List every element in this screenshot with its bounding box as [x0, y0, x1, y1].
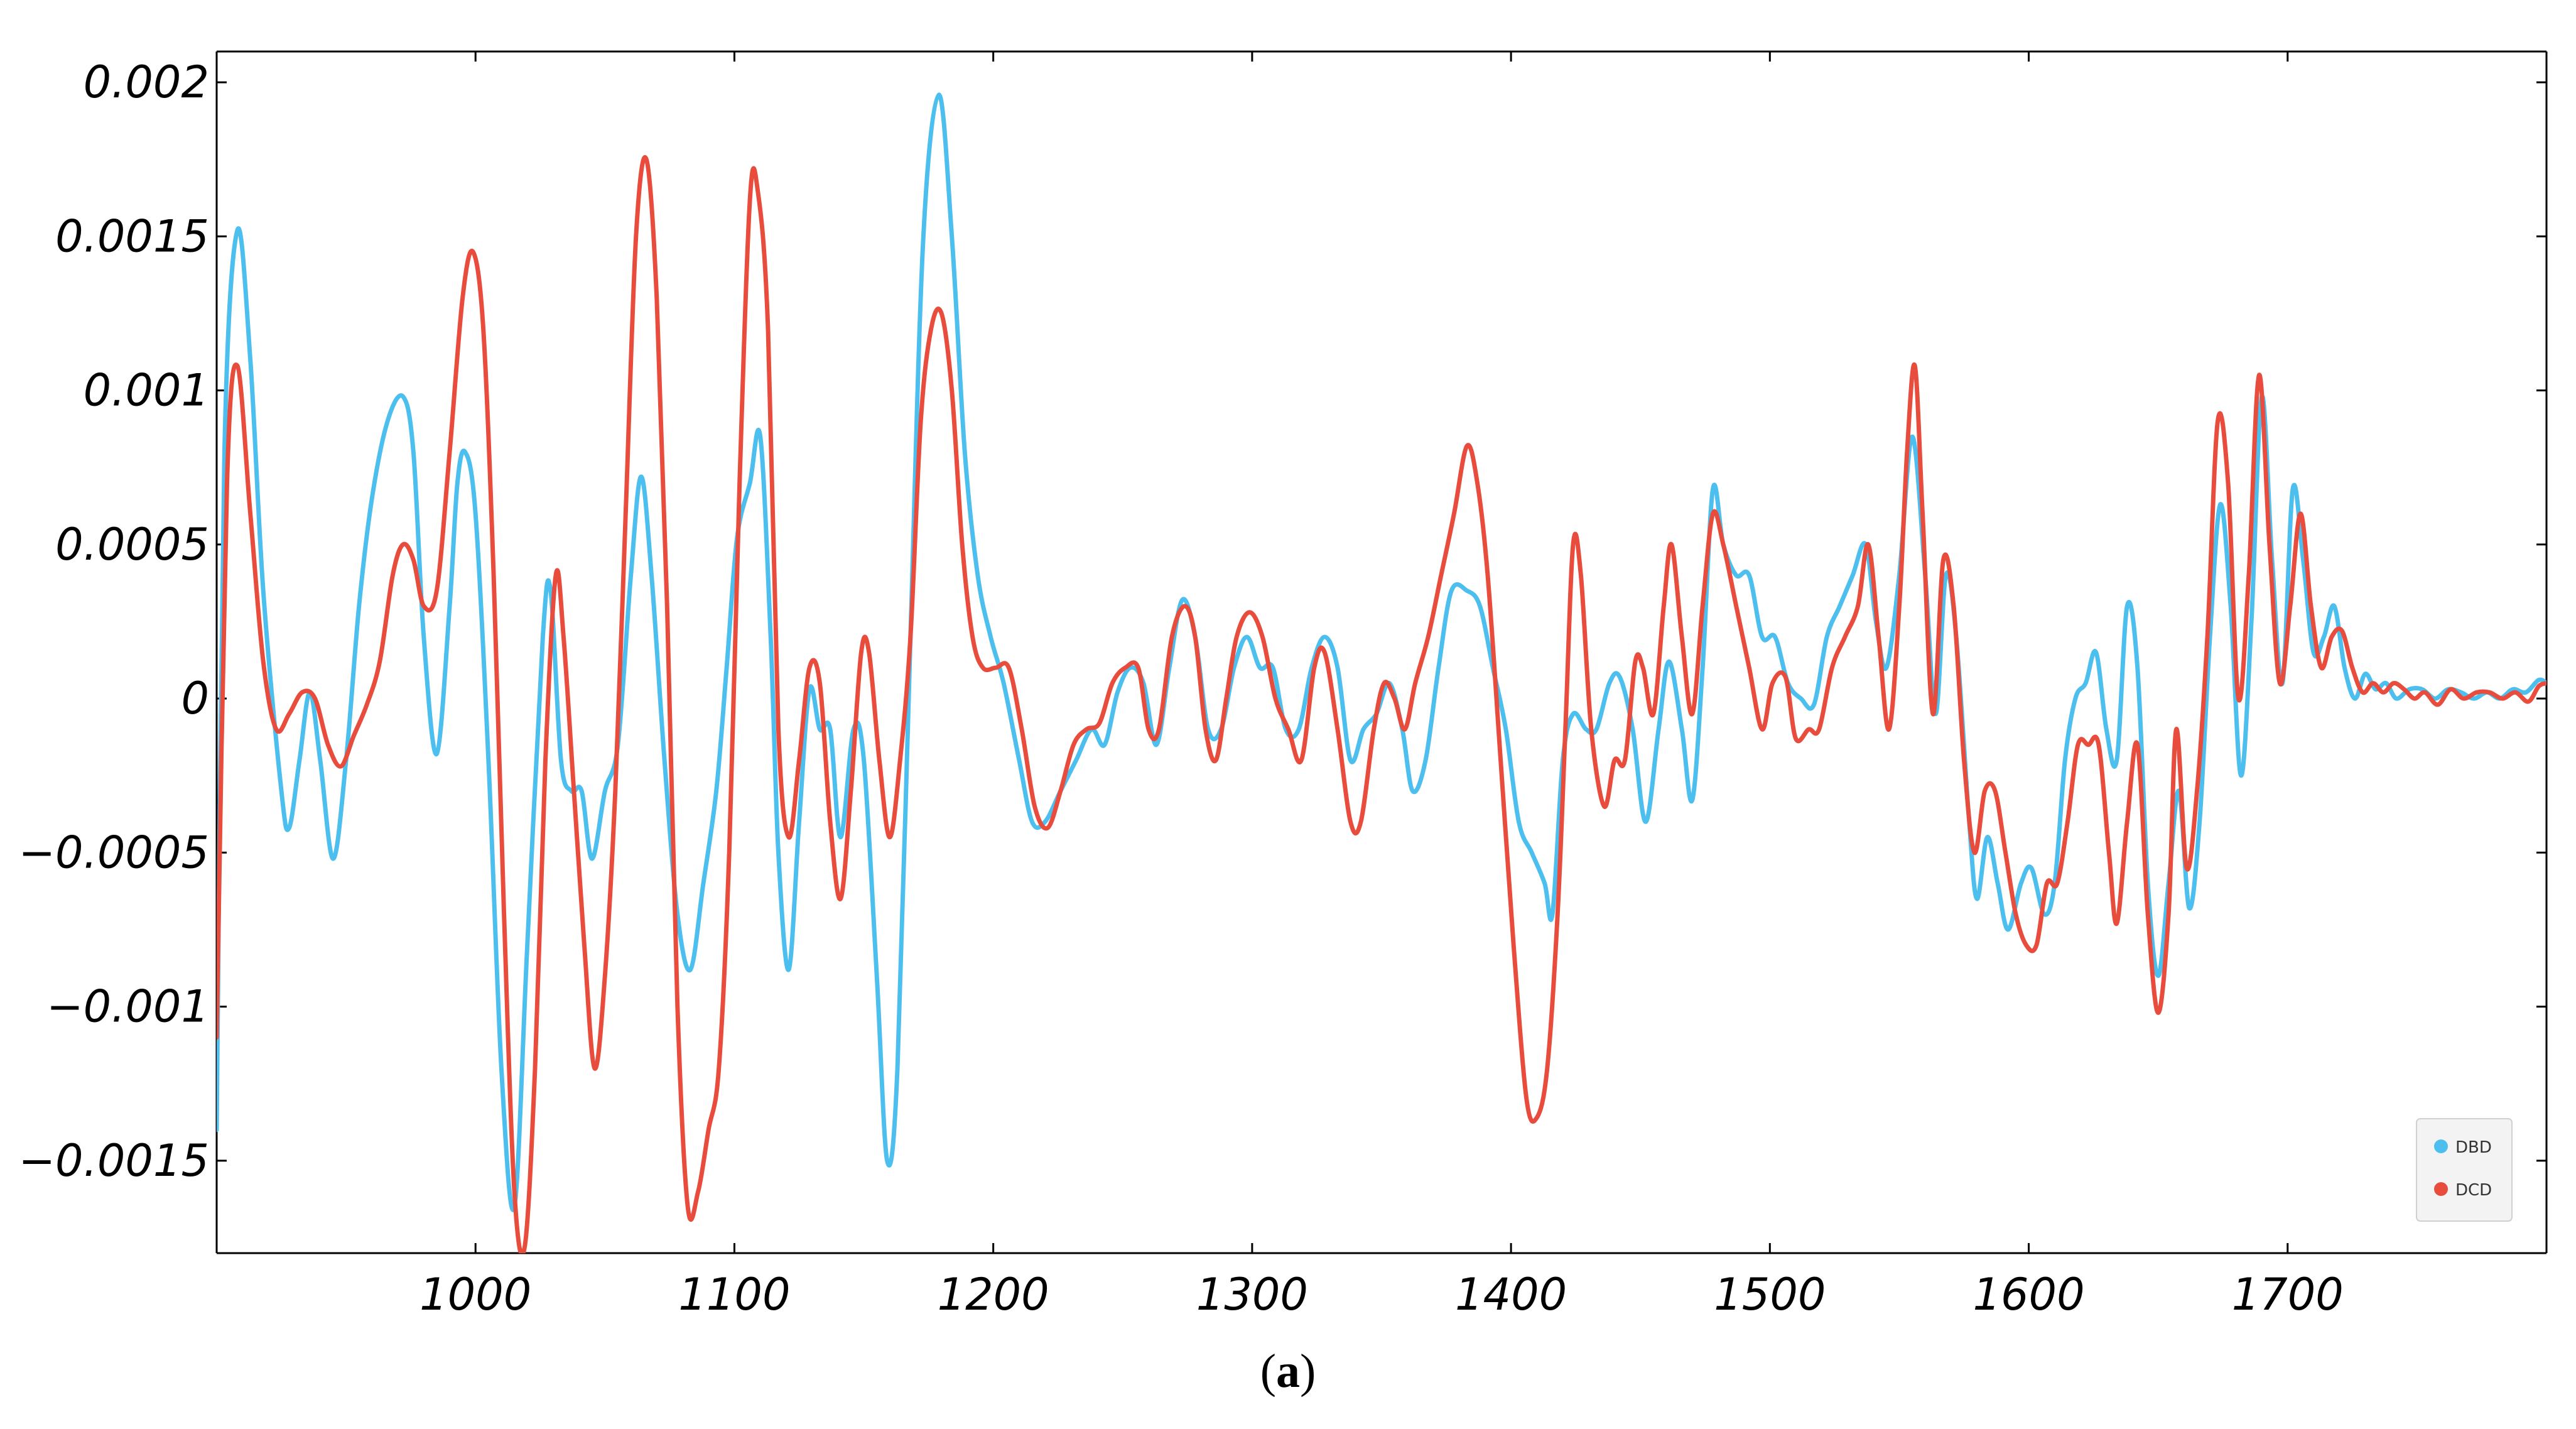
- caption-letter: a: [1276, 1345, 1300, 1398]
- legend-box: [2416, 1118, 2513, 1222]
- legend-label-dbd: DBD: [2455, 1138, 2492, 1157]
- y-tick-label: −0.0005: [18, 827, 209, 878]
- y-axis: −0.0015 −0.001 −0.0005 0 0.0005 0.001 0.0015 0.…: [18, 57, 2546, 1187]
- plot-frame: [215, 50, 2548, 1254]
- series-line-dcd: [217, 155, 2546, 1253]
- y-tick-label: −0.001: [46, 981, 209, 1033]
- legend: DBD DCD: [2416, 1118, 2513, 1222]
- x-tick-label: 1200: [938, 1269, 1049, 1320]
- x-tick-label: 1400: [1455, 1269, 1567, 1320]
- y-tick-label: 0.0005: [55, 519, 209, 570]
- x-tick-label: 1100: [678, 1269, 790, 1320]
- legend-marker-dbd: [2434, 1139, 2448, 1153]
- legend-marker-dcd: [2434, 1182, 2448, 1196]
- y-tick-label: −0.0015: [18, 1135, 209, 1187]
- y-tick-label: 0.0015: [55, 210, 209, 262]
- x-tick-label: 1500: [1714, 1269, 1826, 1320]
- x-tick-label: 1300: [1196, 1269, 1308, 1320]
- y-tick-label: 0.001: [84, 365, 209, 416]
- y-tick-label: 0.002: [84, 57, 209, 108]
- x-tick-label: 1700: [2232, 1269, 2344, 1320]
- x-tick-label: 1600: [1973, 1269, 2084, 1320]
- y-tick-label: 0: [181, 673, 209, 724]
- series-lines: [217, 92, 2546, 1253]
- legend-label-dcd: DCD: [2455, 1181, 2492, 1200]
- x-axis: 1000 1100 1200 1300 1400 1500 1600 1700: [419, 52, 2344, 1320]
- x-tick-label: 1000: [419, 1269, 531, 1320]
- series-line-dbd: [217, 92, 2546, 1212]
- figure-caption: (a): [1260, 1345, 1316, 1398]
